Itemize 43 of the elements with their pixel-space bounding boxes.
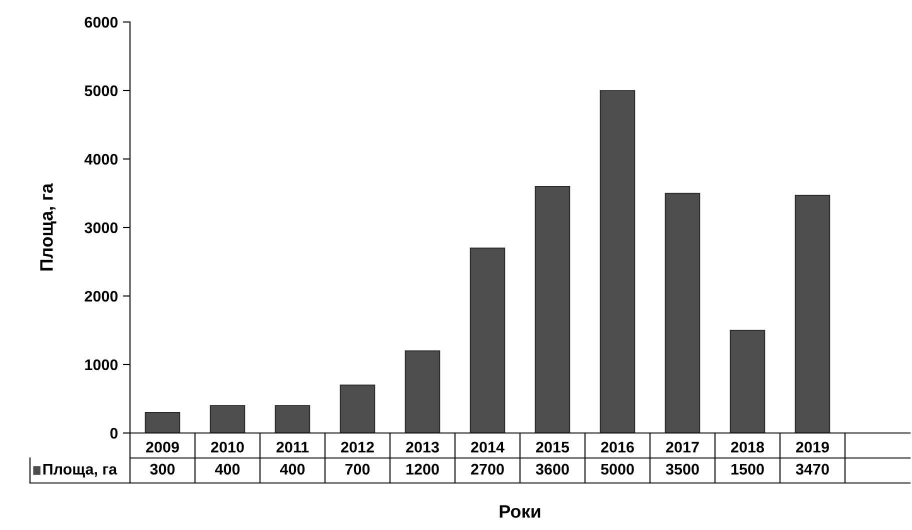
bar: [600, 90, 636, 433]
legend-label: Площа, га: [43, 464, 118, 478]
data-label: 400: [280, 464, 305, 475]
bar: [470, 248, 506, 433]
x-tick-label: 2014: [471, 442, 504, 453]
x-tick-label: 2019: [796, 442, 829, 453]
data-label: 1500: [731, 464, 764, 475]
data-label: 400: [214, 464, 240, 475]
bar: [730, 330, 766, 433]
bar: [664, 192, 700, 433]
x-tick-label: 2018: [731, 442, 764, 453]
data-label: 3470: [796, 464, 829, 475]
x-tick-label: 2017: [666, 442, 699, 453]
x-tick-label: 2011: [276, 442, 309, 453]
bar: [534, 186, 570, 433]
x-tick-label: 2016: [601, 442, 634, 453]
y-axis-title: Площа, га: [40, 183, 56, 270]
y-tick-label: 3000: [84, 222, 118, 234]
data-label: 3500: [666, 464, 699, 475]
data-label: 2700: [471, 464, 504, 475]
y-tick-label: 4000: [84, 154, 118, 165]
bar: [210, 405, 246, 433]
y-tick-label: 6000: [84, 16, 118, 28]
bar: [404, 350, 440, 433]
data-label: 5000: [600, 464, 634, 475]
bar: [340, 384, 376, 433]
y-tick-label: 2000: [84, 290, 118, 302]
y-tick-label: 0: [110, 428, 118, 439]
bar: [144, 412, 180, 433]
data-label: 1200: [406, 464, 439, 475]
bar: [274, 405, 310, 433]
data-label: 700: [345, 464, 370, 475]
data-label: 3600: [536, 464, 569, 475]
x-tick-label: 2015: [536, 442, 570, 453]
y-tick-label: 1000: [85, 359, 118, 370]
x-tick-label: 2010: [211, 442, 244, 453]
x-tick-label: 2013: [406, 442, 439, 453]
x-tick-label: 2012: [341, 442, 374, 453]
x-tick-label: 2009: [146, 442, 179, 453]
data-label: 300: [150, 464, 175, 475]
x-axis-title: Роки: [500, 505, 540, 518]
bar: [794, 194, 830, 433]
y-tick-label: 5000: [84, 85, 118, 96]
